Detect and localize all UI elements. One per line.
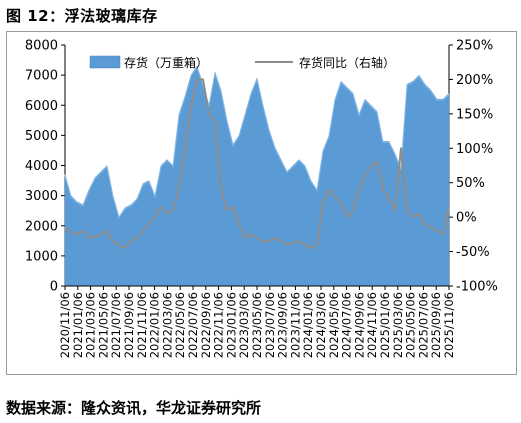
inventory-area	[64, 65, 450, 287]
x-tick-label: 2023/03/06	[237, 292, 251, 358]
y-left-tick-label: 4000	[25, 159, 58, 174]
x-tick-label: 2024/05/06	[327, 292, 341, 358]
y-axis-right: -100% -50% 0% 50% 100% 150% 200% 250%	[448, 39, 498, 295]
x-tick-label: 2020/11/06	[58, 292, 72, 358]
y-right-tick-label: 0%	[456, 211, 477, 226]
x-tick-label: 2023/09/06	[276, 292, 290, 358]
y-left-tick-label: 3000	[25, 189, 58, 204]
yoy-line	[64, 78, 450, 250]
y-right-tick-label: 100%	[456, 142, 493, 157]
x-tick-label: 2022/09/06	[199, 292, 213, 358]
x-tick-label: 2021/09/06	[122, 292, 136, 358]
x-axis: 2020/11/062021/01/062021/03/062021/05/06…	[58, 285, 456, 358]
y-right-tick-label: 50%	[456, 176, 485, 191]
y-right-tick-label: -100%	[456, 280, 498, 295]
y-right-tick-label: 200%	[456, 73, 493, 88]
source-note: 数据来源：隆众资讯，华龙证券研究所	[6, 399, 262, 417]
x-tick-label: 2025/09/06	[429, 292, 443, 358]
x-tick-label: 2022/01/06	[148, 292, 162, 358]
x-tick-label: 2021/11/06	[135, 292, 149, 358]
x-tick-label: 2024/03/06	[314, 292, 328, 358]
x-tick-label: 2023/01/06	[224, 292, 238, 358]
figure-title: 图 12：浮法玻璃库存	[6, 7, 158, 25]
y-right-tick-label: 150%	[456, 107, 493, 122]
y-right-tick-label: -50%	[456, 245, 490, 260]
chart-frame: 0 1000 2000 3000 4000 5000 6000 7000 8000 -100% -…	[6, 31, 517, 375]
x-tick-label: 2021/01/06	[71, 292, 85, 358]
y-left-tick-label: 8000	[25, 39, 58, 54]
x-tick-label: 2022/07/06	[186, 292, 200, 358]
y-left-tick-label: 0	[50, 280, 58, 295]
x-tick-label: 2022/05/06	[173, 292, 187, 358]
x-tick-label: 2023/11/06	[288, 292, 302, 358]
y-left-tick-label: 2000	[25, 219, 58, 234]
y-left-tick-label: 7000	[25, 69, 58, 84]
legend-label-yoy: 存货同比（右轴）	[299, 55, 395, 70]
plot-area	[64, 65, 450, 287]
x-tick-label: 2024/01/06	[301, 292, 315, 358]
y-axis-left: 0 1000 2000 3000 4000 5000 6000 7000 8000	[25, 39, 66, 295]
y-right-tick-label: 250%	[456, 39, 493, 54]
legend-label-inventory: 存货（万重箱）	[124, 55, 208, 70]
inventory-area-edge	[64, 65, 450, 220]
x-tick-label: 2025/11/06	[442, 292, 456, 358]
y-left-tick-label: 5000	[25, 129, 58, 144]
y-left-tick-label: 6000	[25, 99, 58, 114]
legend-swatch-inventory	[89, 55, 121, 69]
x-tick-label: 2023/05/06	[250, 292, 264, 358]
legend: 存货（万重箱） 存货同比（右轴）	[89, 55, 395, 70]
x-tick-label: 2021/07/06	[109, 292, 123, 358]
x-tick-label: 2021/03/06	[84, 292, 98, 358]
x-tick-label: 2022/11/06	[212, 292, 226, 358]
x-tick-label: 2024/11/06	[365, 292, 379, 358]
x-tick-label: 2021/05/06	[96, 292, 110, 358]
x-tick-label: 2025/03/06	[391, 292, 405, 358]
x-tick-label: 2022/03/06	[160, 292, 174, 358]
x-tick-label: 2024/07/06	[340, 292, 354, 358]
x-tick-label: 2024/09/06	[352, 292, 366, 358]
y-left-tick-label: 1000	[25, 249, 58, 264]
x-tick-label: 2025/05/06	[404, 292, 418, 358]
x-tick-label: 2023/07/06	[263, 292, 277, 358]
x-tick-label: 2025/01/06	[378, 292, 392, 358]
x-tick-label: 2025/07/06	[416, 292, 430, 358]
